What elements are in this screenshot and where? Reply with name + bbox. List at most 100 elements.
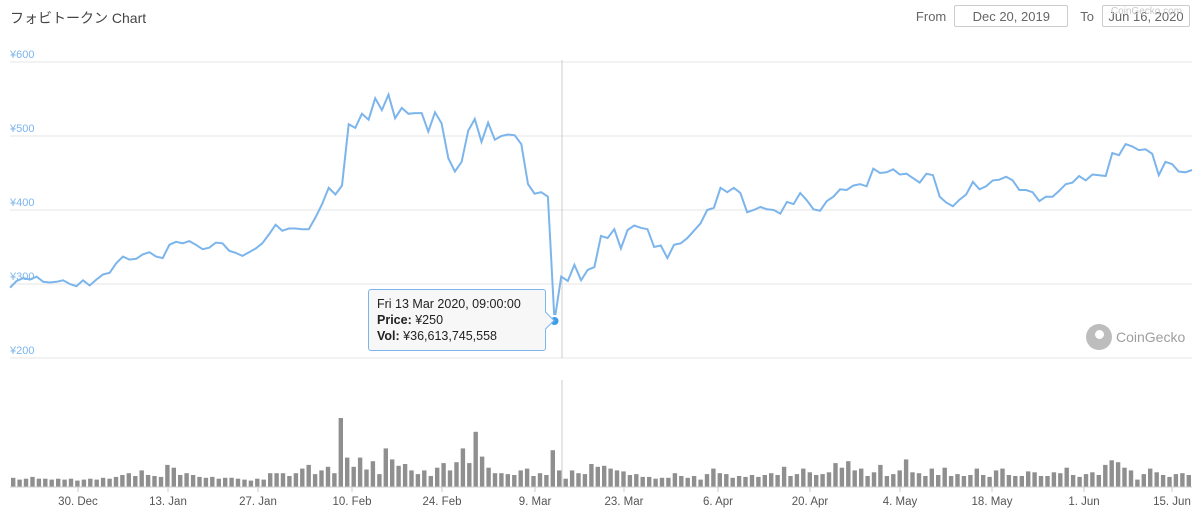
- volume-bar: [152, 476, 157, 487]
- volume-bar: [621, 471, 626, 487]
- volume-bar: [653, 478, 658, 487]
- volume-bar: [1064, 467, 1069, 487]
- volume-bar: [1115, 462, 1121, 487]
- volume-bar: [1019, 476, 1024, 487]
- volume-bar: [435, 467, 440, 487]
- volume-bar: [974, 468, 979, 487]
- volume-bar: [1141, 474, 1146, 487]
- volume-bar: [312, 474, 318, 487]
- volume-bar: [698, 479, 703, 487]
- volume-bar: [608, 468, 613, 487]
- volume-bar: [56, 478, 61, 487]
- volume-bar: [280, 473, 286, 487]
- tooltip-vol-label: Vol:: [377, 329, 400, 343]
- tooltip-date: Fri 13 Mar 2020, 09:00:00: [377, 297, 521, 311]
- volume-bar: [100, 477, 106, 487]
- volume-bar: [801, 468, 806, 487]
- volume-bar: [197, 476, 202, 487]
- x-tick-label: 4. May: [883, 496, 918, 508]
- volume-bar: [1045, 476, 1050, 487]
- volume-bar: [75, 480, 80, 487]
- volume-bar: [441, 463, 446, 487]
- volume-bar: [1160, 475, 1166, 487]
- volume-bar: [216, 478, 221, 487]
- volume-bar: [916, 473, 922, 487]
- volume-bar: [287, 476, 292, 487]
- y-tick-label: ¥400: [9, 197, 34, 209]
- volume-bar: [852, 470, 857, 487]
- volume-bar: [235, 478, 241, 487]
- volume-bar: [158, 476, 164, 487]
- volume-bar: [724, 474, 729, 487]
- volume-bar: [261, 479, 266, 487]
- volume-bar: [88, 478, 93, 487]
- volume-bar: [1026, 471, 1031, 487]
- volume-bar: [165, 464, 170, 487]
- y-tick-label: ¥300: [9, 271, 34, 283]
- coingecko-logo: CoinGecko: [1086, 324, 1185, 350]
- from-label: From: [915, 8, 947, 24]
- volume-bar: [139, 470, 144, 487]
- from-date-input[interactable]: [954, 5, 1069, 27]
- volume-bar: [1096, 475, 1101, 487]
- tooltip-price-value: ¥250: [415, 313, 444, 327]
- volume-bar: [1013, 476, 1018, 487]
- volume-bar: [210, 476, 215, 487]
- volume-bar: [486, 467, 491, 487]
- volume-bar: [62, 479, 67, 487]
- volume-bar: [865, 476, 870, 487]
- volume-bar: [569, 470, 575, 487]
- x-tick-label: 6. Apr: [703, 496, 733, 508]
- volume-bar: [409, 470, 414, 487]
- volume-bar: [948, 476, 954, 487]
- volume-bars: [11, 418, 1191, 487]
- x-tick-label: 20. Apr: [792, 496, 829, 508]
- volume-bar: [1090, 472, 1095, 487]
- volume-bar: [113, 476, 119, 487]
- volume-bar: [1186, 475, 1191, 487]
- volume-bar: [923, 476, 928, 487]
- volume-bar: [814, 475, 819, 487]
- volume-bar: [942, 467, 947, 487]
- x-tick-label: 18. May: [972, 496, 1013, 508]
- logo-text: CoinGecko: [1116, 329, 1186, 345]
- volume-bar: [345, 457, 350, 487]
- volume-bar: [383, 448, 388, 487]
- volume-bar: [370, 461, 376, 487]
- volume-bar: [300, 468, 305, 487]
- volume-bar: [492, 473, 498, 487]
- volume-bar: [1051, 472, 1057, 487]
- volume-bar: [704, 474, 710, 487]
- volume-bar: [1103, 464, 1108, 487]
- volume-bar: [1173, 474, 1179, 487]
- volume-bar: [255, 478, 260, 487]
- volume-bar: [788, 476, 793, 487]
- volume-bar: [936, 475, 941, 487]
- volume-bar: [582, 474, 588, 487]
- volume-bar: [679, 476, 684, 487]
- y-tick-label: ¥500: [9, 123, 34, 135]
- volume-bar: [1083, 474, 1089, 487]
- to-date-input[interactable]: [1102, 5, 1190, 27]
- volume-bar: [306, 464, 311, 487]
- x-tick-label: 1. Jun: [1068, 496, 1099, 508]
- volume-bar: [1180, 473, 1185, 487]
- volume-bar: [133, 476, 138, 487]
- volume-bar: [544, 475, 549, 487]
- x-axis: 30. Dec 13. Jan 27. Jan 10. Feb 24. Feb 9. Ma…: [58, 487, 1191, 508]
- volume-bar: [537, 473, 543, 487]
- volume-bar: [178, 475, 183, 487]
- volume-bar: [274, 473, 279, 487]
- volume-bar: [1148, 468, 1153, 487]
- volume-bar: [550, 450, 555, 487]
- volume-bar: [640, 476, 645, 487]
- volume-bar: [23, 478, 29, 487]
- gecko-icon: [1086, 324, 1112, 350]
- volume-bar: [1109, 460, 1114, 487]
- volume-bar: [1000, 468, 1005, 487]
- volume-bar: [859, 468, 864, 487]
- to-label: To: [1080, 8, 1094, 24]
- tooltip-vol: Vol: ¥36,613,745,558: [377, 328, 537, 344]
- volume-bar: [499, 473, 504, 487]
